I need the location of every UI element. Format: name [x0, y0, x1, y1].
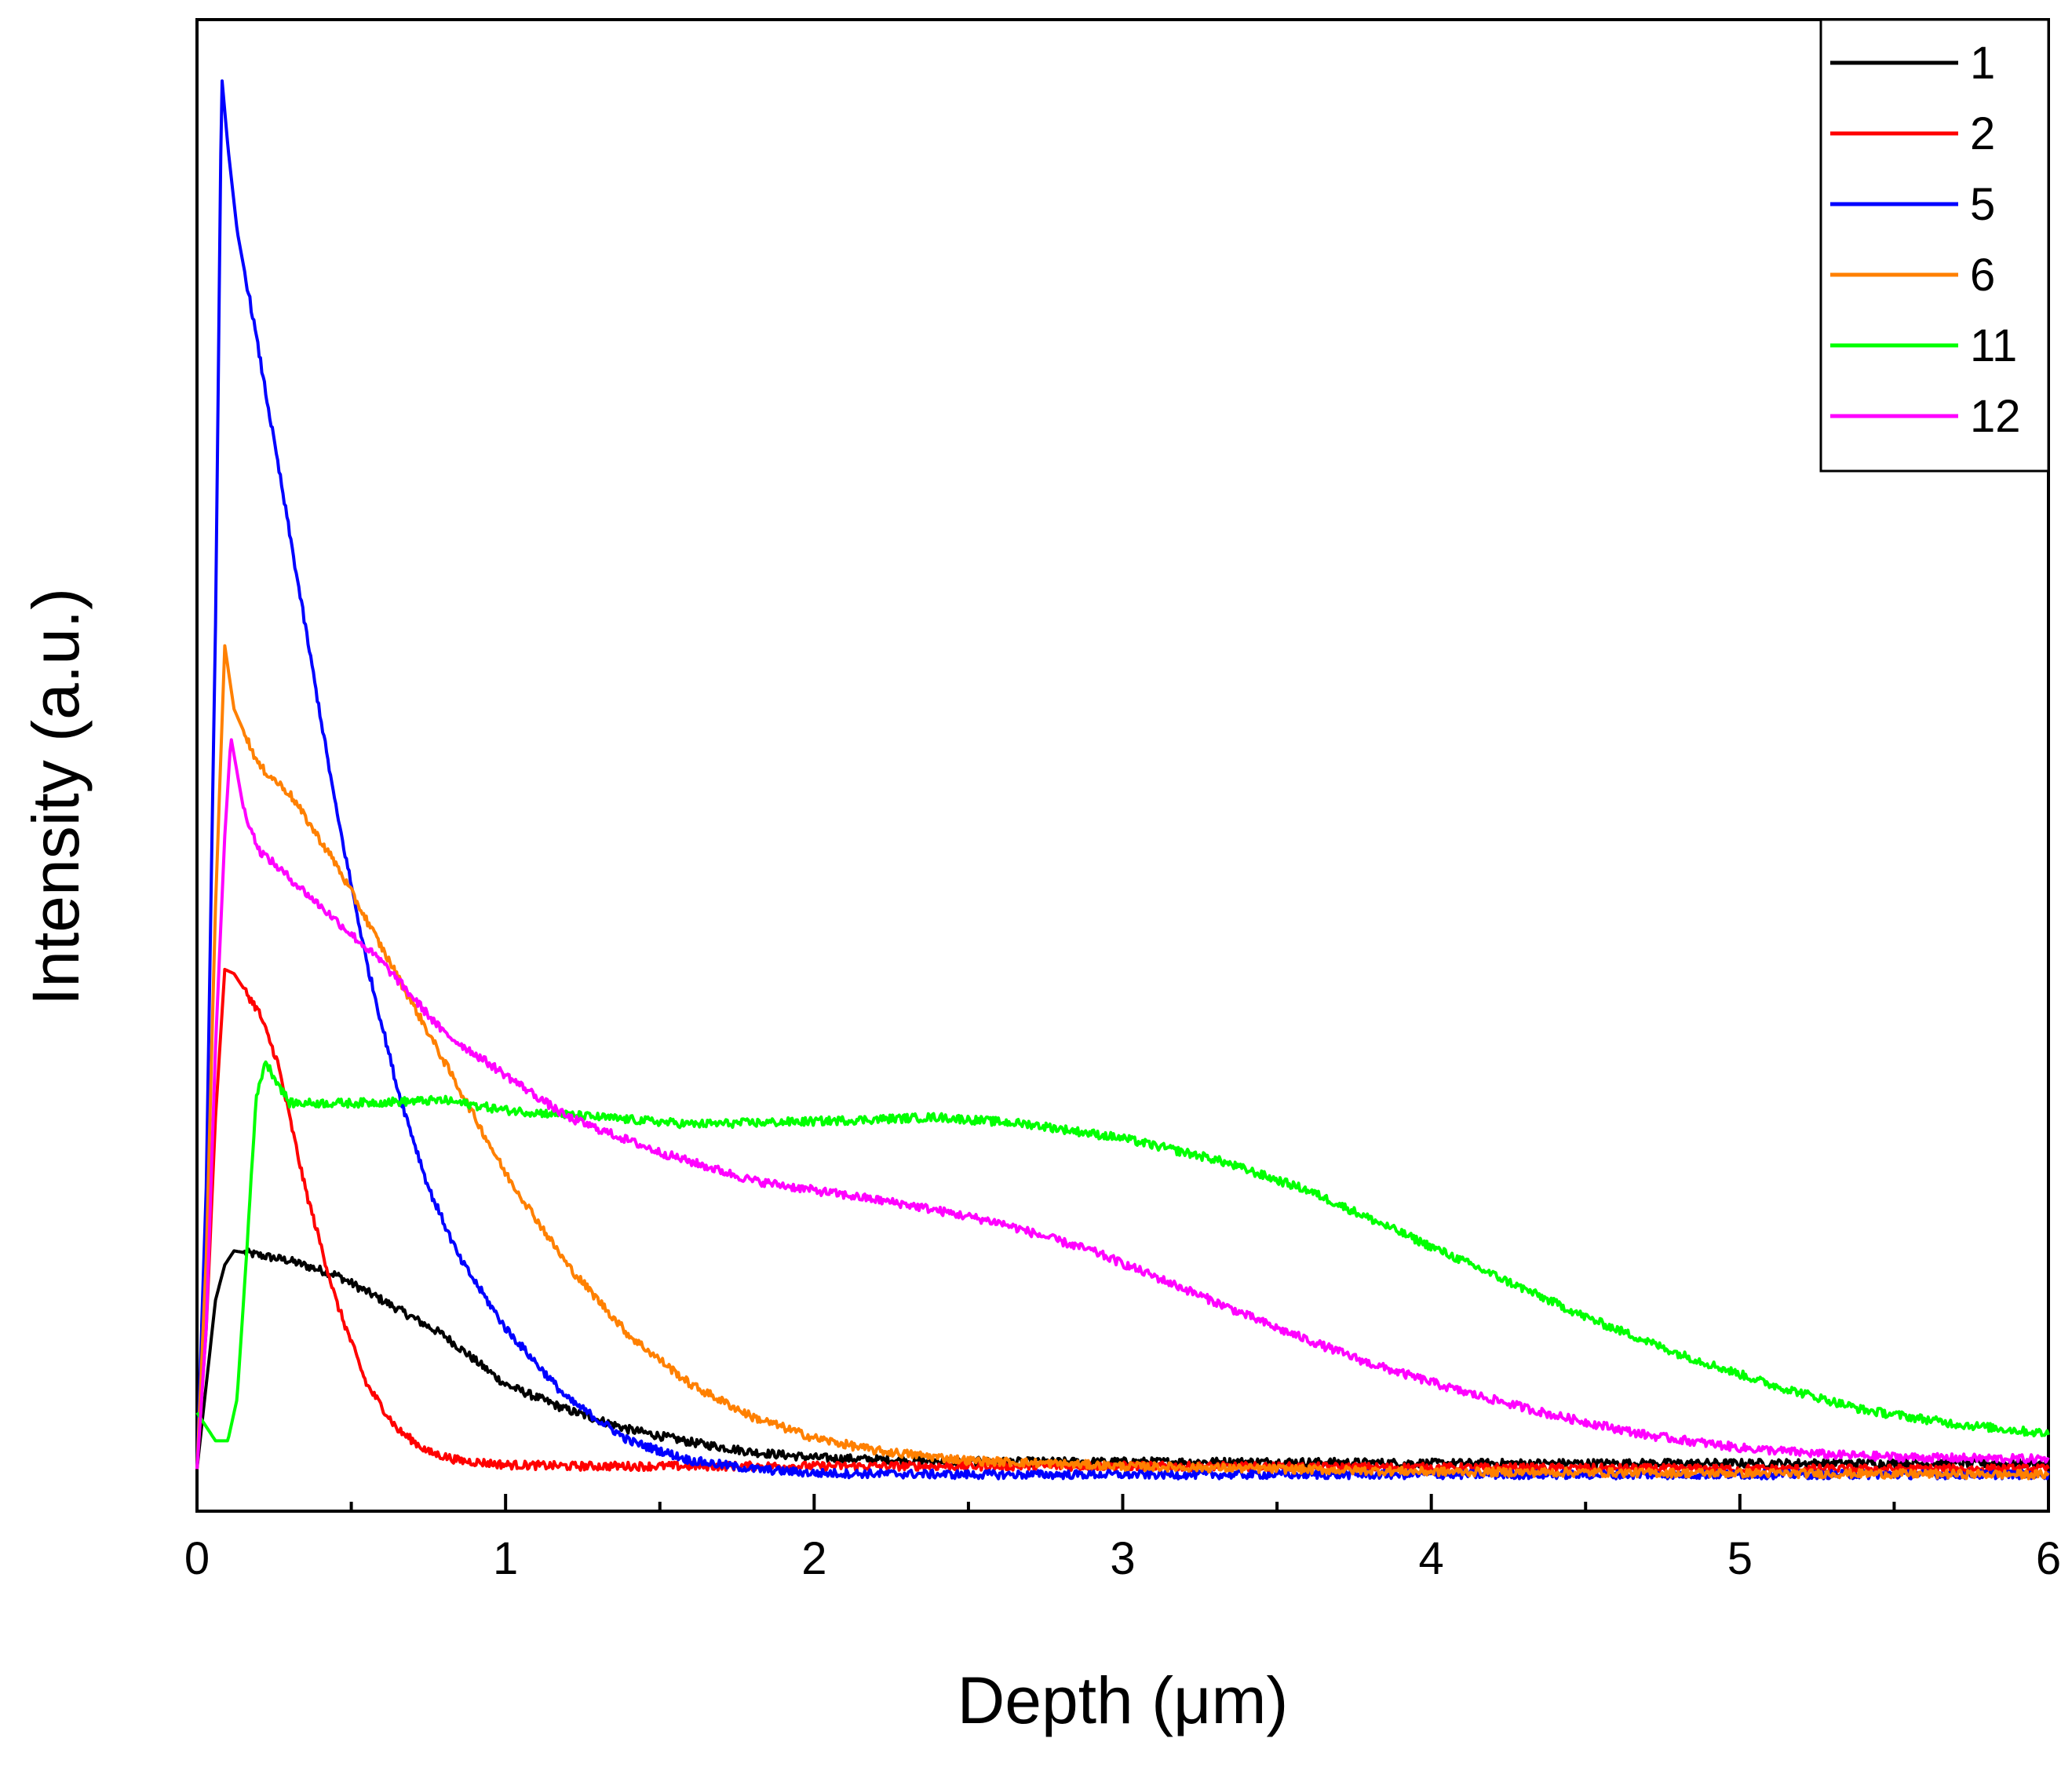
x-tick-label: 2 — [801, 1533, 826, 1584]
x-tick-label: 3 — [1110, 1533, 1135, 1584]
x-tick-label: 5 — [1727, 1533, 1753, 1584]
series-line-5 — [195, 79, 2050, 1481]
x-tick-label: 0 — [184, 1533, 210, 1584]
plot-area-frame — [195, 18, 2050, 1513]
legend-label-12: 12 — [1970, 391, 2021, 442]
x-tick-label: 1 — [493, 1533, 518, 1584]
series-line-12 — [195, 738, 2050, 1470]
series-line-6 — [195, 644, 2050, 1481]
legend-label-1: 1 — [1970, 38, 1995, 89]
x-tick-label: 6 — [2036, 1533, 2061, 1584]
legend-label-5: 5 — [1970, 179, 1995, 230]
y-axis-title: Intensity (a.u.) — [19, 588, 93, 1006]
x-axis-title: Depth (μm) — [958, 1663, 1289, 1737]
series-layer — [195, 79, 2050, 1481]
series-line-2 — [195, 967, 2050, 1475]
legend-label-6: 6 — [1970, 250, 1995, 301]
x-tick-label: 4 — [1419, 1533, 1444, 1584]
series-line-11 — [195, 1060, 2050, 1443]
legend-label-11: 11 — [1970, 320, 2017, 371]
legend-box — [1819, 18, 2050, 473]
x-axis-ticks: 0 1 2 3 4 5 6 — [184, 1494, 2061, 1584]
legend-label-2: 2 — [1970, 108, 1995, 159]
